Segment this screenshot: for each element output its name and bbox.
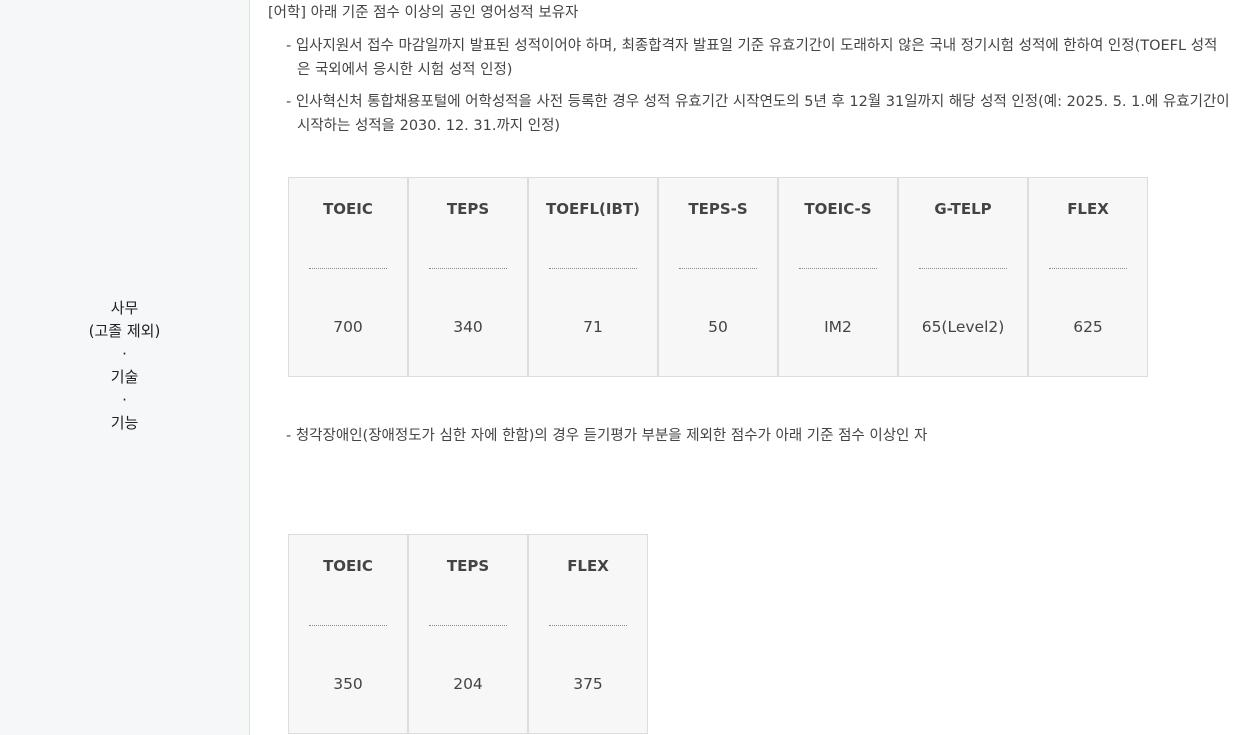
note-2-line-1: - 인사혁신처 통합채용포털에 어학성적을 사전 등록한 경우 성적 유효기간 … [286,94,1230,110]
category-line: (고졸 제외) [88,322,161,340]
test-name: TEPS-S [688,200,748,218]
test-name: FLEX [567,557,609,575]
divider [429,268,507,269]
divider [549,625,627,626]
test-score: 700 [333,318,363,336]
test-score: IM2 [824,318,852,336]
score-cell-toeic-s: TOEIC-S IM2 [779,178,899,376]
divider [1049,268,1127,269]
score-cell-flex: FLEX 625 [1029,178,1148,376]
hearing-score-table: TOEIC 350 TEPS 204 FLEX 375 [288,534,648,734]
note-2-line-2: 시작하는 성적을 2030. 12. 31.까지 인정) [297,118,561,134]
test-score: 204 [453,675,483,693]
language-requirement-bullet: [어학] 아래 기준 점수 이상의 공인 영어성적 보유자 [268,5,579,21]
hearing-impaired-note: - 청각장애인(장애정도가 심한 자에 한함)의 경우 듣기평가 부분을 제외한… [286,428,928,444]
test-name: G-TELP [934,200,992,218]
divider [919,268,1007,269]
divider [549,268,637,269]
hearing-cell-toeic: TOEIC 350 [289,535,409,733]
divider [309,625,387,626]
test-score: 350 [333,675,363,693]
category-column: 사무 (고졸 제외) · 기술 · 기능 [0,0,250,735]
divider [799,268,877,269]
hearing-cell-flex: FLEX 375 [529,535,648,733]
test-score: 625 [1073,318,1103,336]
score-table: TOEIC 700 TEPS 340 TOEFL(IBT) 71 TEPS-S 50 T… [288,177,1148,377]
category-separator: · [122,391,127,409]
test-name: FLEX [1067,200,1109,218]
test-name: TEPS [446,200,490,218]
divider [309,268,387,269]
test-score: 71 [583,318,603,336]
score-cell-g-telp: G-TELP 65(Level2) [899,178,1029,376]
test-name: TOEIC [323,200,373,218]
note-1-line-1: - 입사지원서 접수 마감일까지 발표된 성적이어야 하며, 최종합격자 발표일… [286,38,1218,54]
category-separator: · [122,345,127,363]
test-score: 50 [708,318,728,336]
score-cell-teps: TEPS 340 [409,178,529,376]
test-score: 375 [573,675,603,693]
score-cell-toeic: TOEIC 700 [289,178,409,376]
score-cell-teps-s: TEPS-S 50 [659,178,779,376]
score-cell-toefl: TOEFL(IBT) 71 [529,178,659,376]
divider [679,268,757,269]
test-score: 65(Level2) [921,318,1005,336]
category-line: 기능 [110,414,139,432]
note-1-line-2: 은 국외에서 응시한 시험 성적 인정) [297,62,513,78]
test-score: 340 [453,318,483,336]
category-line: 기술 [110,368,139,386]
test-name: TEPS [446,557,490,575]
category-label: 사무 (고졸 제외) · 기술 · 기능 [0,297,249,435]
hearing-cell-teps: TEPS 204 [409,535,529,733]
test-name: TOEFL(IBT) [546,200,640,218]
divider [429,625,507,626]
test-name: TOEIC [323,557,373,575]
category-line: 사무 [110,299,139,317]
test-name: TOEIC-S [804,200,872,218]
